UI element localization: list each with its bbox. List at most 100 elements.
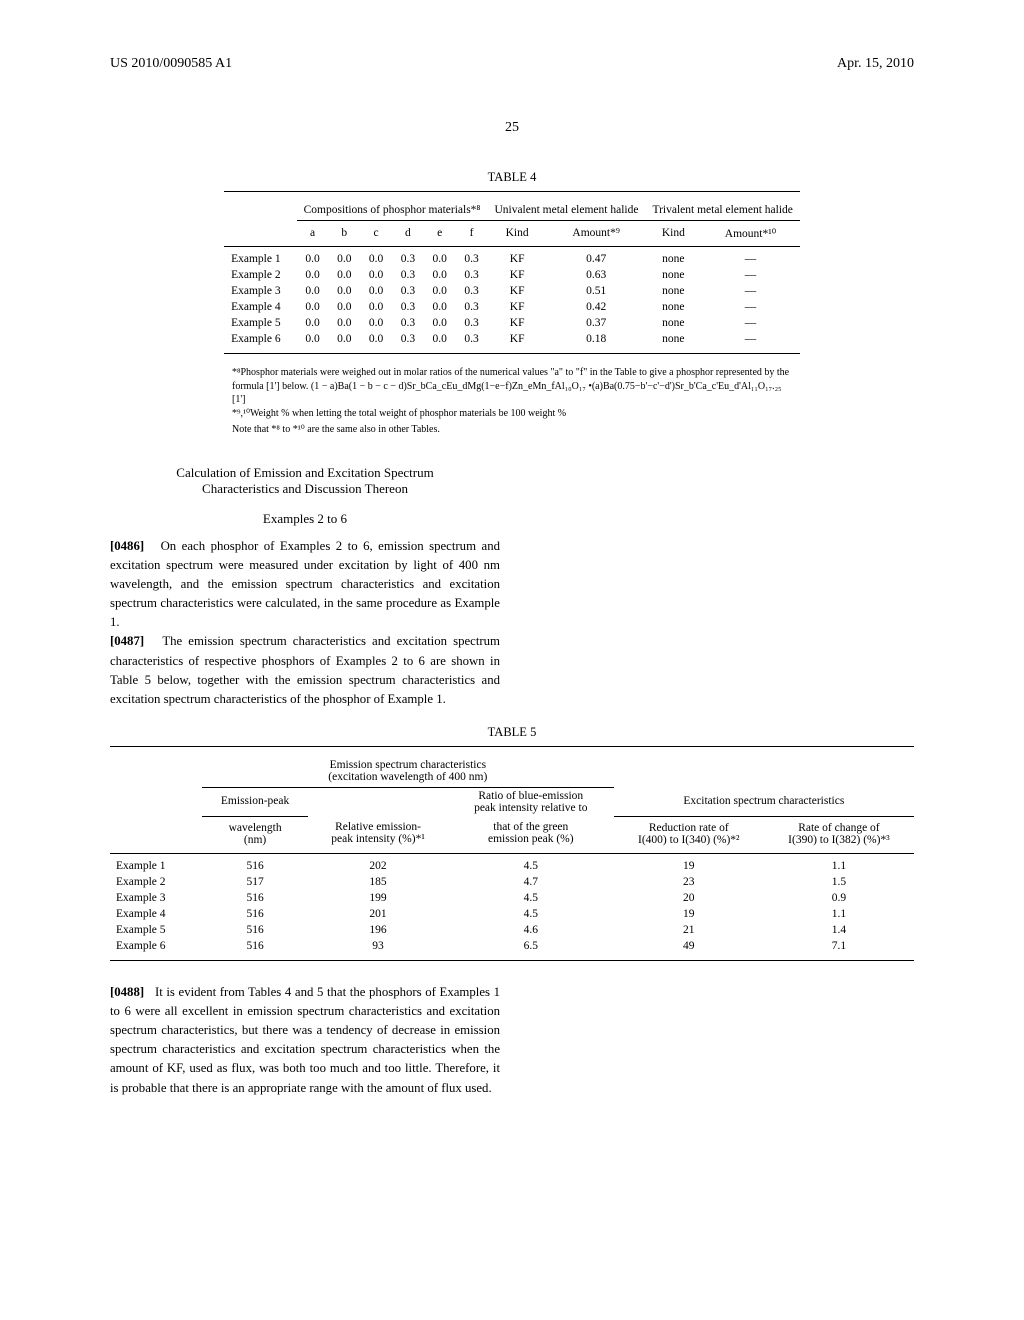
table5-cell: 516 (202, 853, 308, 874)
table4-col-b: b (328, 221, 360, 247)
table4-col-amount2: Amount*¹⁰ (701, 221, 800, 247)
table4-row-label: Example 6 (224, 331, 297, 354)
header-doc-number: US 2010/0090585 A1 (110, 56, 232, 72)
table4-col-amount1: Amount*⁹ (547, 221, 646, 247)
table4-cell: 0.0 (328, 283, 360, 299)
table4-col-f: f (456, 221, 488, 247)
table4-cell: 0.37 (547, 315, 646, 331)
table4-cell: 0.0 (297, 247, 329, 268)
para-num-0486: [0486] (110, 539, 144, 553)
table5-cell: 4.6 (448, 922, 614, 938)
table-row: Example 45162014.5191.1 (110, 906, 914, 922)
table-row: Example 35161994.5200.9 (110, 890, 914, 906)
table-row: Example 25171854.7231.5 (110, 874, 914, 890)
table4-row-label: Example 2 (224, 267, 297, 283)
table4-cell: 0.3 (456, 267, 488, 283)
table-row: Example 30.00.00.00.30.00.3KF0.51none— (224, 283, 800, 299)
table5-cell: 20 (614, 890, 764, 906)
table4-cell: 0.0 (360, 315, 392, 331)
table-row: Example 40.00.00.00.30.00.3KF0.42none— (224, 299, 800, 315)
table4-cell: 0.0 (424, 299, 456, 315)
table5-col-rate-change: Rate of change ofI(390) to I(382) (%)*³ (764, 816, 914, 853)
table5-row-label: Example 4 (110, 906, 202, 922)
table5-cell: 516 (202, 890, 308, 906)
table4-cell: 0.3 (456, 315, 488, 331)
table5-cell: 19 (614, 906, 764, 922)
table4-block: TABLE 4 Compositions of phosphor materia… (110, 170, 914, 437)
table4-row-label: Example 4 (224, 299, 297, 315)
table4-cell: 0.3 (456, 247, 488, 268)
table5-row-label: Example 6 (110, 938, 202, 961)
table-row: Example 60.00.00.00.30.00.3KF0.18none— (224, 331, 800, 354)
table4-caption: TABLE 4 (110, 170, 914, 185)
table5-cell: 202 (308, 853, 448, 874)
table5-cell: 517 (202, 874, 308, 890)
table4-cell: 0.42 (547, 299, 646, 315)
table5-cell: 199 (308, 890, 448, 906)
table5-col-ratio-blue: that of the greenemission peak (%) (448, 816, 614, 853)
table-row: Example 55161964.6211.4 (110, 922, 914, 938)
table-row: Example 6516936.5497.1 (110, 938, 914, 961)
table4-cell: 0.0 (328, 331, 360, 354)
table5-body: Example 15162024.5191.1Example 25171854.… (110, 853, 914, 960)
table4-cell: none (645, 267, 701, 283)
table4-cell: 0.51 (547, 283, 646, 299)
table4-cell: 0.0 (424, 331, 456, 354)
table4-cell: — (701, 299, 800, 315)
table5-sub-ratio: Ratio of blue-emission peak intensity re… (448, 788, 614, 817)
table5-col-wavelength: wavelength(nm) (202, 816, 308, 853)
table4-cell: 0.0 (297, 331, 329, 354)
table4-cell: 0.0 (328, 267, 360, 283)
table4-cell: — (701, 331, 800, 354)
table4: Compositions of phosphor materials*⁸ Uni… (224, 191, 800, 354)
table4-cell: 0.0 (297, 267, 329, 283)
table4-cell: 0.0 (297, 315, 329, 331)
para-0487: [0487] The emission spectrum characteris… (110, 632, 500, 709)
table4-cell: none (645, 283, 701, 299)
table5-cell: 516 (202, 938, 308, 961)
table4-cell: none (645, 315, 701, 331)
table5-row-label: Example 2 (110, 874, 202, 890)
table5-cell: 1.1 (764, 906, 914, 922)
table5-cell: 6.5 (448, 938, 614, 961)
table4-cell: 0.0 (360, 331, 392, 354)
table4-col-kind2: Kind (645, 221, 701, 247)
table4-cell: 0.3 (456, 299, 488, 315)
table4-cell: — (701, 283, 800, 299)
table4-footnotes: *⁸Phosphor materials were weighed out in… (232, 366, 792, 437)
table4-cell: 0.0 (424, 267, 456, 283)
table4-col-kind1: Kind (487, 221, 546, 247)
table-row: Example 20.00.00.00.30.00.3KF0.63none— (224, 267, 800, 283)
table4-cell: none (645, 331, 701, 354)
table4-cell: KF (487, 283, 546, 299)
table5-col-reduction: Reduction rate ofI(400) to I(340) (%)*² (614, 816, 764, 853)
table4-cell: 0.3 (392, 331, 424, 354)
table4-cell: KF (487, 299, 546, 315)
table4-cell: 0.3 (456, 331, 488, 354)
table-row: Example 15162024.5191.1 (110, 853, 914, 874)
page-header: US 2010/0090585 A1 Apr. 15, 2010 (110, 56, 914, 86)
table4-cell: 0.3 (392, 315, 424, 331)
table5: Emission spectrum characteristics (excit… (110, 746, 914, 961)
table4-cell: 0.0 (328, 315, 360, 331)
table4-row-label: Example 3 (224, 283, 297, 299)
table4-group-trivalent: Trivalent metal element halide (645, 202, 799, 221)
table5-cell: 4.5 (448, 890, 614, 906)
footnote-8: *⁸Phosphor materials were weighed out in… (232, 366, 792, 407)
table5-row-label: Example 3 (110, 890, 202, 906)
table5-cell: 21 (614, 922, 764, 938)
table5-cell: 201 (308, 906, 448, 922)
table4-cell: none (645, 299, 701, 315)
table4-col-a: a (297, 221, 329, 247)
table4-cell: none (645, 247, 701, 268)
table5-cell: 1.5 (764, 874, 914, 890)
table5-cell: 19 (614, 853, 764, 874)
table5-cell: 516 (202, 922, 308, 938)
table5-col-rel-intensity: Relative emission-peak intensity (%)*¹ (308, 816, 448, 853)
section-title: Calculation of Emission and Excitation S… (110, 465, 500, 497)
table4-cell: 0.0 (360, 267, 392, 283)
table4-cell: 0.3 (392, 299, 424, 315)
table4-cell: 0.3 (392, 267, 424, 283)
table5-row-label: Example 5 (110, 922, 202, 938)
para-num-0487: [0487] (110, 634, 144, 648)
